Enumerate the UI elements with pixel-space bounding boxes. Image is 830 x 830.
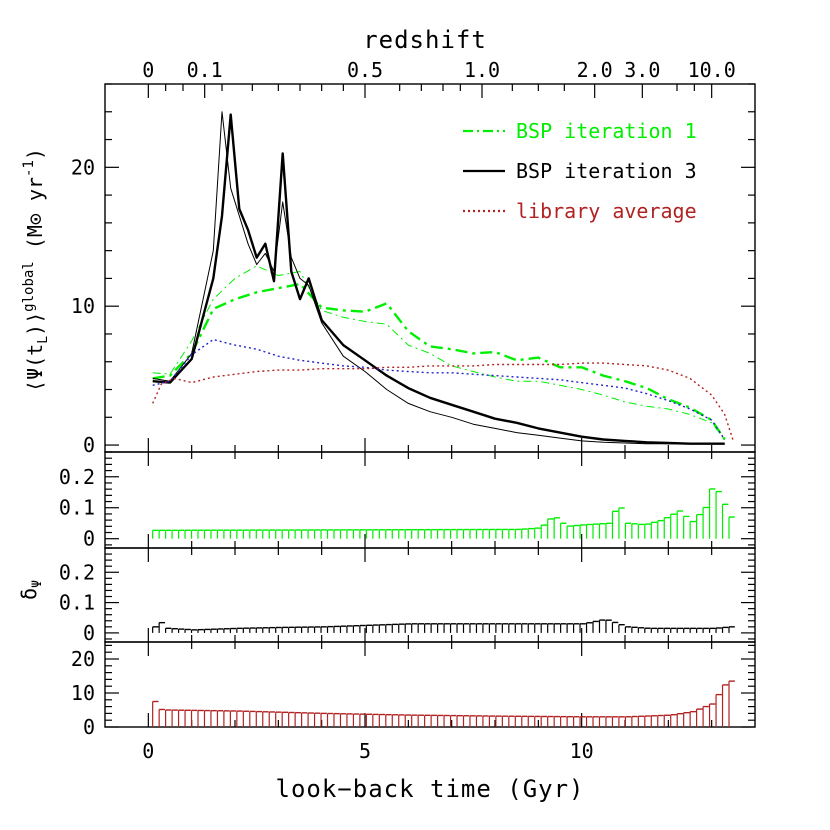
top-axis-tick-label: 10.0: [688, 58, 736, 82]
ylab-close: )⟩: [23, 312, 47, 336]
top-axis-tick-label: 1.0: [464, 58, 500, 82]
delta-y-axis-title: δΨ: [17, 580, 45, 600]
ylab-sup-minus1: -1: [21, 160, 37, 177]
legend-label-2: library average: [516, 199, 697, 223]
main-y-axis-title: ⟨Ψ(tL)⟩global (M⊙ yr-1): [21, 148, 51, 392]
panel-main-ytick-label: 10: [71, 294, 95, 318]
panel-red-errors-ytick-label: 0: [83, 715, 95, 739]
ylab-sup-global: global: [21, 261, 37, 312]
panel-green-errors-ytick-label: 0.2: [59, 465, 95, 489]
delta-sub-psi: Ψ: [30, 580, 45, 588]
legend-label-0: BSP iteration 1: [516, 119, 697, 143]
delta-y-axis-title-text: δΨ: [17, 580, 45, 600]
x-tick-label: 0: [142, 739, 154, 763]
panel-main-ytick-label: 0: [83, 433, 95, 457]
series-line-bsp-iteration-1: [152, 282, 726, 441]
panel-main-ytick-label: 20: [71, 155, 95, 179]
ylab-psi: ⟨Ψ(t: [23, 344, 47, 392]
x-tick-label: 5: [359, 739, 371, 763]
top-axis-title: redshift: [363, 26, 487, 54]
panel-red-errors-frame: [104, 641, 756, 728]
ylab-units: (M⊙ yr: [23, 177, 47, 261]
series-line-bsp-iteration-3: [152, 113, 725, 445]
panel-red-errors-ytick-label: 20: [71, 647, 95, 671]
data-marks: [152, 111, 735, 727]
series-line-bsp-iteration-1-thin-: [152, 265, 726, 440]
axis-ticks: [105, 83, 755, 728]
top-axis-tick-label: 0.1: [187, 58, 223, 82]
panel-frames: [104, 83, 756, 728]
panel-green-errors-ytick-label: 0.1: [59, 496, 95, 520]
legend: BSP iteration 1 BSP iteration 3 library av…: [463, 119, 697, 223]
top-axis-tick-label: 2.0: [577, 58, 613, 82]
series-line-blue-average: [152, 338, 726, 440]
panel-black-errors-ytick-label: 0: [83, 621, 95, 645]
panel-red-errors-ytick-label: 10: [71, 681, 95, 705]
panel-black-errors-frame: [104, 547, 756, 643]
x-tick-label: 10: [570, 739, 594, 763]
ylab-sub-l: L: [36, 336, 51, 344]
top-axis-tick-label: 0.5: [347, 58, 383, 82]
top-axis-tick-label: 3.0: [624, 58, 660, 82]
panel-green-errors-ytick-label: 0: [83, 527, 95, 551]
panel-black-errors-ytick-label: 0.2: [59, 560, 95, 584]
legend-label-1: BSP iteration 3: [516, 159, 697, 183]
panel-black-errors-ytick-label: 0.1: [59, 591, 95, 615]
ylab-units-close: ): [23, 148, 47, 160]
series-line-bsp-iteration-3-thin-: [152, 111, 725, 445]
top-axis-tick-label: 0: [142, 58, 154, 82]
x-axis-title: look−back time (Gyr): [276, 775, 585, 803]
main-y-axis-title-text: ⟨Ψ(tL)⟩global (M⊙ yr-1): [21, 148, 51, 392]
